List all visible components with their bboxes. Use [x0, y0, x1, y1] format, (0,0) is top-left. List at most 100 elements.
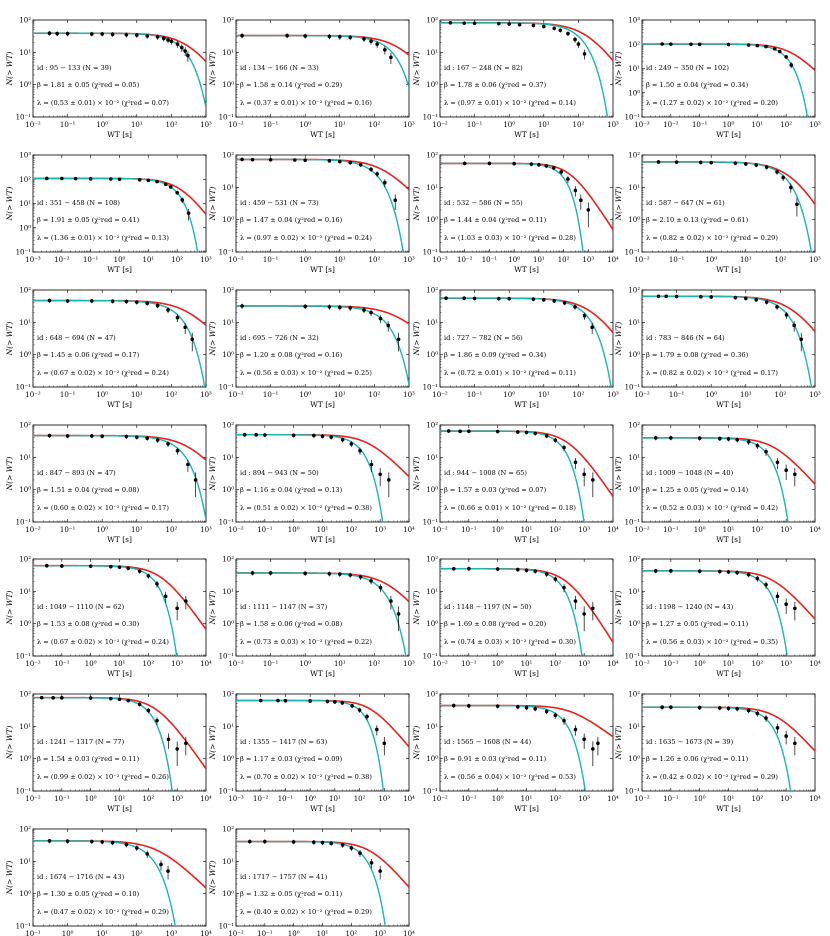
y-tick-label: 10⁻¹: [423, 519, 439, 527]
exponential-curve: [236, 158, 404, 252]
data-point: [285, 33, 289, 38]
x-tick-label: 10⁻²: [228, 660, 244, 668]
data-point: [582, 472, 586, 477]
x-tick-label: 10²: [751, 660, 763, 668]
data-point: [126, 698, 130, 703]
y-tick-label: 10⁰: [19, 890, 31, 898]
data-point: [60, 176, 64, 181]
data-point: [88, 696, 93, 700]
data-point: [553, 577, 558, 581]
data-point: [117, 565, 122, 569]
data-point: [462, 296, 466, 300]
data-point: [726, 42, 731, 47]
data-series: [240, 303, 401, 352]
beta-fit-label: β = 1.78 ± 0.06 (χ²red = 0.37): [444, 81, 547, 89]
y-tick-label: 10²: [426, 152, 438, 160]
x-tick-label: 10²: [369, 660, 381, 668]
x-axis-label: WT [s]: [514, 400, 539, 409]
data-series: [250, 570, 401, 632]
y-tick-label: 10¹: [19, 319, 31, 327]
x-tick-label: 10⁰: [85, 660, 97, 668]
panel-id-label: id : 727 − 782 (N = 56): [444, 334, 523, 342]
data-point: [744, 296, 748, 301]
exponential-curve: [236, 34, 409, 88]
panel-5: 10⁻³ 10⁻² 10⁻¹ 10⁰ 10¹ 10² 10³ 10⁻¹ 10⁰ 10¹ 10² 10³…: [5, 152, 212, 275]
data-series: [47, 31, 190, 62]
fit-curves: [236, 840, 409, 926]
panel-frame: [235, 19, 410, 118]
data-series: [446, 429, 595, 498]
data-point: [109, 564, 113, 569]
x-tick-label: 10³: [171, 795, 183, 803]
data-point: [109, 177, 113, 181]
beta-fit-label: β = 1.44 ± 0.04 (χ²red = 0.11): [444, 216, 547, 224]
data-point: [586, 208, 591, 212]
x-tick-label: 10⁴: [607, 256, 619, 264]
panel-id-label: id : 1049 − 1110 (N = 62): [37, 603, 125, 611]
fit-curves: [440, 430, 613, 522]
y-axis-label: N(> WT): [412, 726, 421, 761]
data-point: [338, 305, 342, 310]
x-tick-label: 10⁻¹: [663, 660, 679, 668]
x-axis-label: WT [s]: [107, 535, 132, 544]
data-point: [65, 839, 70, 843]
data-point: [735, 570, 739, 575]
y-tick-label: 10⁰: [19, 486, 31, 494]
y-tick-label: 10⁰: [19, 755, 31, 763]
lambda-fit-label: λ = (0.56 ± 0.04) × 10⁻² (χ²red = 0.53): [444, 773, 576, 781]
data-point: [291, 433, 296, 438]
x-tick-label: 10³: [200, 391, 212, 399]
x-tick-label: 10¹: [521, 526, 533, 534]
x-tick-label: 10⁰: [503, 391, 515, 399]
data-series: [653, 568, 797, 621]
data-point: [542, 297, 546, 302]
x-tick-label: 10⁻²: [228, 391, 244, 399]
x-tick-label: 10¹: [751, 121, 763, 129]
y-tick-label: 10¹: [628, 454, 640, 462]
panel-id-label: id : 847 − 893 (N = 47): [37, 469, 116, 477]
data-point: [718, 569, 722, 574]
data-point: [718, 436, 722, 441]
data-point: [582, 612, 586, 616]
data-point: [124, 32, 129, 37]
power-law-curve: [642, 295, 815, 333]
data-point: [718, 706, 722, 710]
x-tick-label: 10⁴: [607, 795, 619, 803]
data-point: [451, 703, 456, 708]
data-point: [263, 839, 267, 844]
x-tick-label: 10³: [780, 795, 792, 803]
y-tick-label: 10²: [628, 422, 640, 430]
beta-fit-label: β = 1.25 ± 0.05 (χ²red = 0.14): [646, 486, 749, 494]
fit-curves: [33, 299, 206, 387]
data-point: [155, 35, 160, 39]
lambda-fit-label: λ = (0.74 ± 0.03) × 10⁻² (χ²red = 0.30): [444, 638, 576, 646]
x-tick-label: 10³: [171, 660, 183, 668]
data-point: [327, 571, 332, 576]
data-point: [124, 434, 129, 439]
exponential-curve: [642, 570, 788, 656]
x-tick-label: 10¹: [538, 391, 550, 399]
beta-fit-label: β = 1.69 ± 0.08 (χ²red = 0.20): [444, 620, 547, 628]
x-axis-label: WT [s]: [716, 400, 741, 409]
data-point: [660, 42, 664, 46]
data-point: [110, 32, 115, 37]
beta-fit-label: β = 1.51 ± 0.04 (χ²red = 0.08): [37, 486, 140, 494]
power-law-curve: [236, 572, 409, 603]
data-point: [664, 294, 668, 299]
x-tick-label: 10⁰: [299, 660, 311, 668]
y-tick-label: 10⁰: [222, 351, 234, 359]
data-point: [100, 840, 104, 844]
x-tick-label: 10⁰: [705, 391, 717, 399]
x-tick-label: 10⁻²: [634, 391, 650, 399]
x-tick-label: 10⁻²: [25, 795, 41, 803]
x-tick-label: 10⁰: [288, 930, 300, 936]
y-axis-label: N(> WT): [5, 591, 14, 626]
data-point: [320, 840, 325, 845]
data-point: [531, 297, 536, 301]
